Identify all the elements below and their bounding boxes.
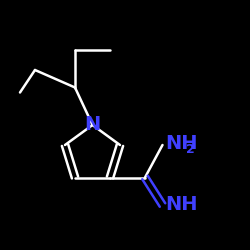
Text: N: N (84, 116, 100, 134)
Text: 2: 2 (186, 143, 195, 156)
Text: NH: NH (165, 196, 198, 214)
Text: NH: NH (165, 134, 198, 153)
